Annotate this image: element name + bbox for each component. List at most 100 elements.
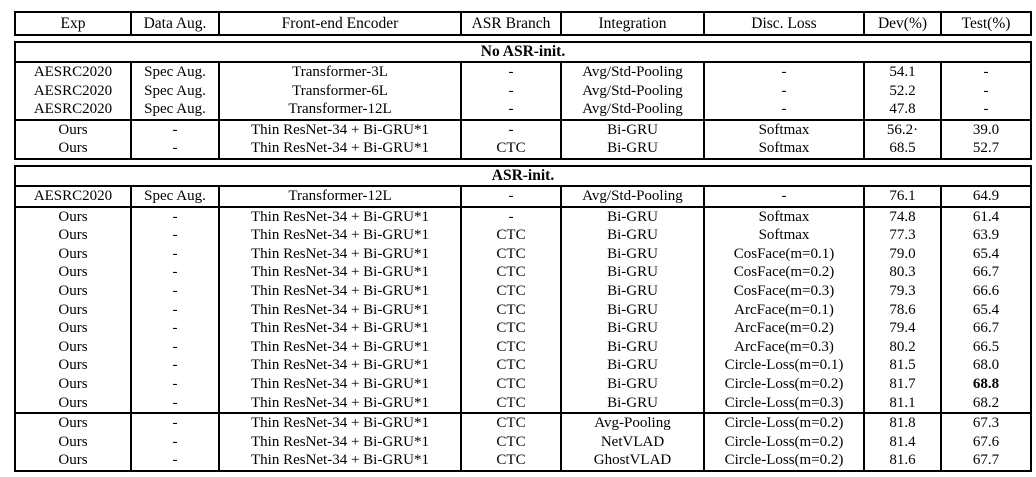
table-cell: Thin ResNet-34 + Bi-GRU*1 (220, 393, 462, 413)
table-cell: - (132, 120, 220, 140)
table-cell: CosFace(m=0.2) (705, 263, 865, 282)
table-cell: Avg/Std-Pooling (562, 81, 705, 101)
table-cell: AESRC2020 (16, 63, 132, 82)
table-cell: CTC (462, 432, 562, 452)
table-cell: ArcFace(m=0.1) (705, 300, 865, 320)
table-cell: CTC (462, 226, 562, 245)
table-row: Ours - Thin ResNet-34 + Bi-GRU*1 CTC Bi-GRU C… (16, 374, 1030, 394)
table-cell: - (132, 393, 220, 413)
table-cell: - (705, 81, 865, 101)
table-cell: Spec Aug. (132, 186, 220, 206)
table-cell: Ours (16, 414, 132, 433)
table-cell: Thin ResNet-34 + Bi-GRU*1 (220, 319, 462, 338)
table-cell: Thin ResNet-34 + Bi-GRU*1 (220, 120, 462, 140)
table-cell: Bi-GRU (562, 374, 705, 394)
table-cell: Thin ResNet-34 + Bi-GRU*1 (220, 356, 462, 375)
table-cell: CTC (462, 414, 562, 433)
table-cell: Circle-Loss(m=0.3) (705, 393, 865, 413)
table-cell: NetVLAD (562, 432, 705, 452)
table-cell: CTC (462, 337, 562, 357)
table-cell: 65.4 (972, 301, 1000, 318)
table-cell: Bi-GRU (562, 139, 705, 158)
table-row: Ours - Thin ResNet-34 + Bi-GRU*1 CTC Bi-GRU C… (16, 393, 1030, 413)
table-cell: Bi-GRU (562, 263, 705, 282)
table-header-row: Exp Data Aug. Front-end Encoder ASR Branch I… (16, 13, 1030, 34)
table-cell: 77.3 (865, 226, 942, 245)
table-cell: 54.1 (865, 63, 942, 82)
table-cell: 80.3 (865, 263, 942, 282)
table-cell: 74.8 (865, 207, 942, 227)
table-cell: 81.7 (865, 374, 942, 394)
header-cell: Disc. Loss (705, 13, 865, 34)
table-cell: 39.0 (972, 121, 1000, 138)
header-cell: Test(%) (961, 15, 1011, 32)
table-cell: Transformer-6L (220, 81, 462, 101)
table-cell: - (462, 100, 562, 119)
table-cell: Thin ResNet-34 + Bi-GRU*1 (220, 244, 462, 264)
table-cell: Ours (16, 451, 132, 470)
row-group: Ours - Thin ResNet-34 + Bi-GRU*1- Bi-GRU Sof… (16, 118, 1030, 158)
table-cell: Bi-GRU (562, 244, 705, 264)
table-cell: CosFace(m=0.3) (705, 281, 865, 301)
table-cell: ArcFace(m=0.3) (705, 337, 865, 357)
table-cell: 68.8 (972, 375, 1000, 392)
table-cell: Circle-Loss(m=0.2) (705, 414, 865, 433)
table-cell: Softmax (705, 120, 865, 140)
row-group: AESRC2020 Spec Aug. Transformer-12L - Avg/St… (16, 186, 1030, 206)
table-cell: Ours (16, 393, 132, 413)
table-cell: Bi-GRU (562, 120, 705, 140)
table-cell: Avg/Std-Pooling (562, 63, 705, 82)
table-cell: Softmax (705, 139, 865, 158)
table-section: No ASR-init. AESRC2020 Spec Aug. Transforme… (14, 41, 1032, 160)
table-cell: - (983, 82, 989, 99)
header-cell: Data Aug. (132, 13, 220, 34)
table-cell: Ours (16, 226, 132, 245)
table-cell: - (132, 414, 220, 433)
table-cell: 81.6 (865, 451, 942, 470)
header-cell: Exp (16, 13, 132, 34)
table-cell: - (132, 300, 220, 320)
table-cell: 68.5 (865, 139, 942, 158)
table-cell: Ours (16, 207, 132, 227)
table-cell: - (132, 281, 220, 301)
table-cell: 68.2 (972, 394, 1000, 411)
table-cell: 61.4 (972, 208, 1000, 225)
table-header: Exp Data Aug. Front-end Encoder ASR Branch I… (14, 11, 1032, 36)
table-cell: CTC (462, 374, 562, 394)
table-row: Ours - Thin ResNet-34 + Bi-GRU*1- Bi-GRU Sof… (16, 207, 1030, 227)
table-cell: - (132, 337, 220, 357)
table-cell: - (462, 81, 562, 101)
table-cell: Bi-GRU (562, 300, 705, 320)
table-cell: Ours (16, 139, 132, 158)
table-cell: 66.7 (972, 264, 1000, 281)
table-cell: Ours (16, 374, 132, 394)
table-cell: 67.3 (972, 415, 1000, 432)
table-cell: - (132, 319, 220, 338)
table-cell: Ours (16, 281, 132, 301)
table-cell: 79.4 (865, 319, 942, 338)
table-row: AESRC2020 Spec Aug. Transformer-12L - Avg/St… (16, 186, 1030, 206)
table-cell: - (132, 139, 220, 158)
table-row: Ours - Thin ResNet-34 + Bi-GRU*1 CTC Bi-GRU A… (16, 337, 1030, 357)
section-label: No ASR-init. (16, 43, 1030, 63)
table-cell: CTC (462, 393, 562, 413)
section-label: ASR-init. (16, 167, 1030, 187)
table-cell: 66.7 (972, 320, 1000, 337)
table-cell: Ours (16, 337, 132, 357)
table-cell: Bi-GRU (562, 281, 705, 301)
table-cell: - (462, 63, 562, 82)
table-cell: Ours (16, 319, 132, 338)
table-cell: Thin ResNet-34 + Bi-GRU*1 (220, 432, 462, 452)
header-cell: Integration (562, 13, 705, 34)
table-cell: Ours (16, 263, 132, 282)
table-cell: CTC (462, 281, 562, 301)
table-cell: Transformer-12L (220, 100, 462, 119)
table-cell: 78.6 (865, 300, 942, 320)
table-cell: Avg/Std-Pooling (562, 100, 705, 119)
table-section: ASR-init. AESRC2020 Spec Aug. Transformer-1… (14, 164, 1032, 472)
table-cell: 63.9 (972, 227, 1000, 244)
table-cell: 80.2 (865, 337, 942, 357)
table-row: Ours - Thin ResNet-34 + Bi-GRU*1 CTC Bi-GRU C… (16, 244, 1030, 264)
table-cell: Bi-GRU (562, 207, 705, 227)
table-cell: GhostVLAD (562, 451, 705, 470)
